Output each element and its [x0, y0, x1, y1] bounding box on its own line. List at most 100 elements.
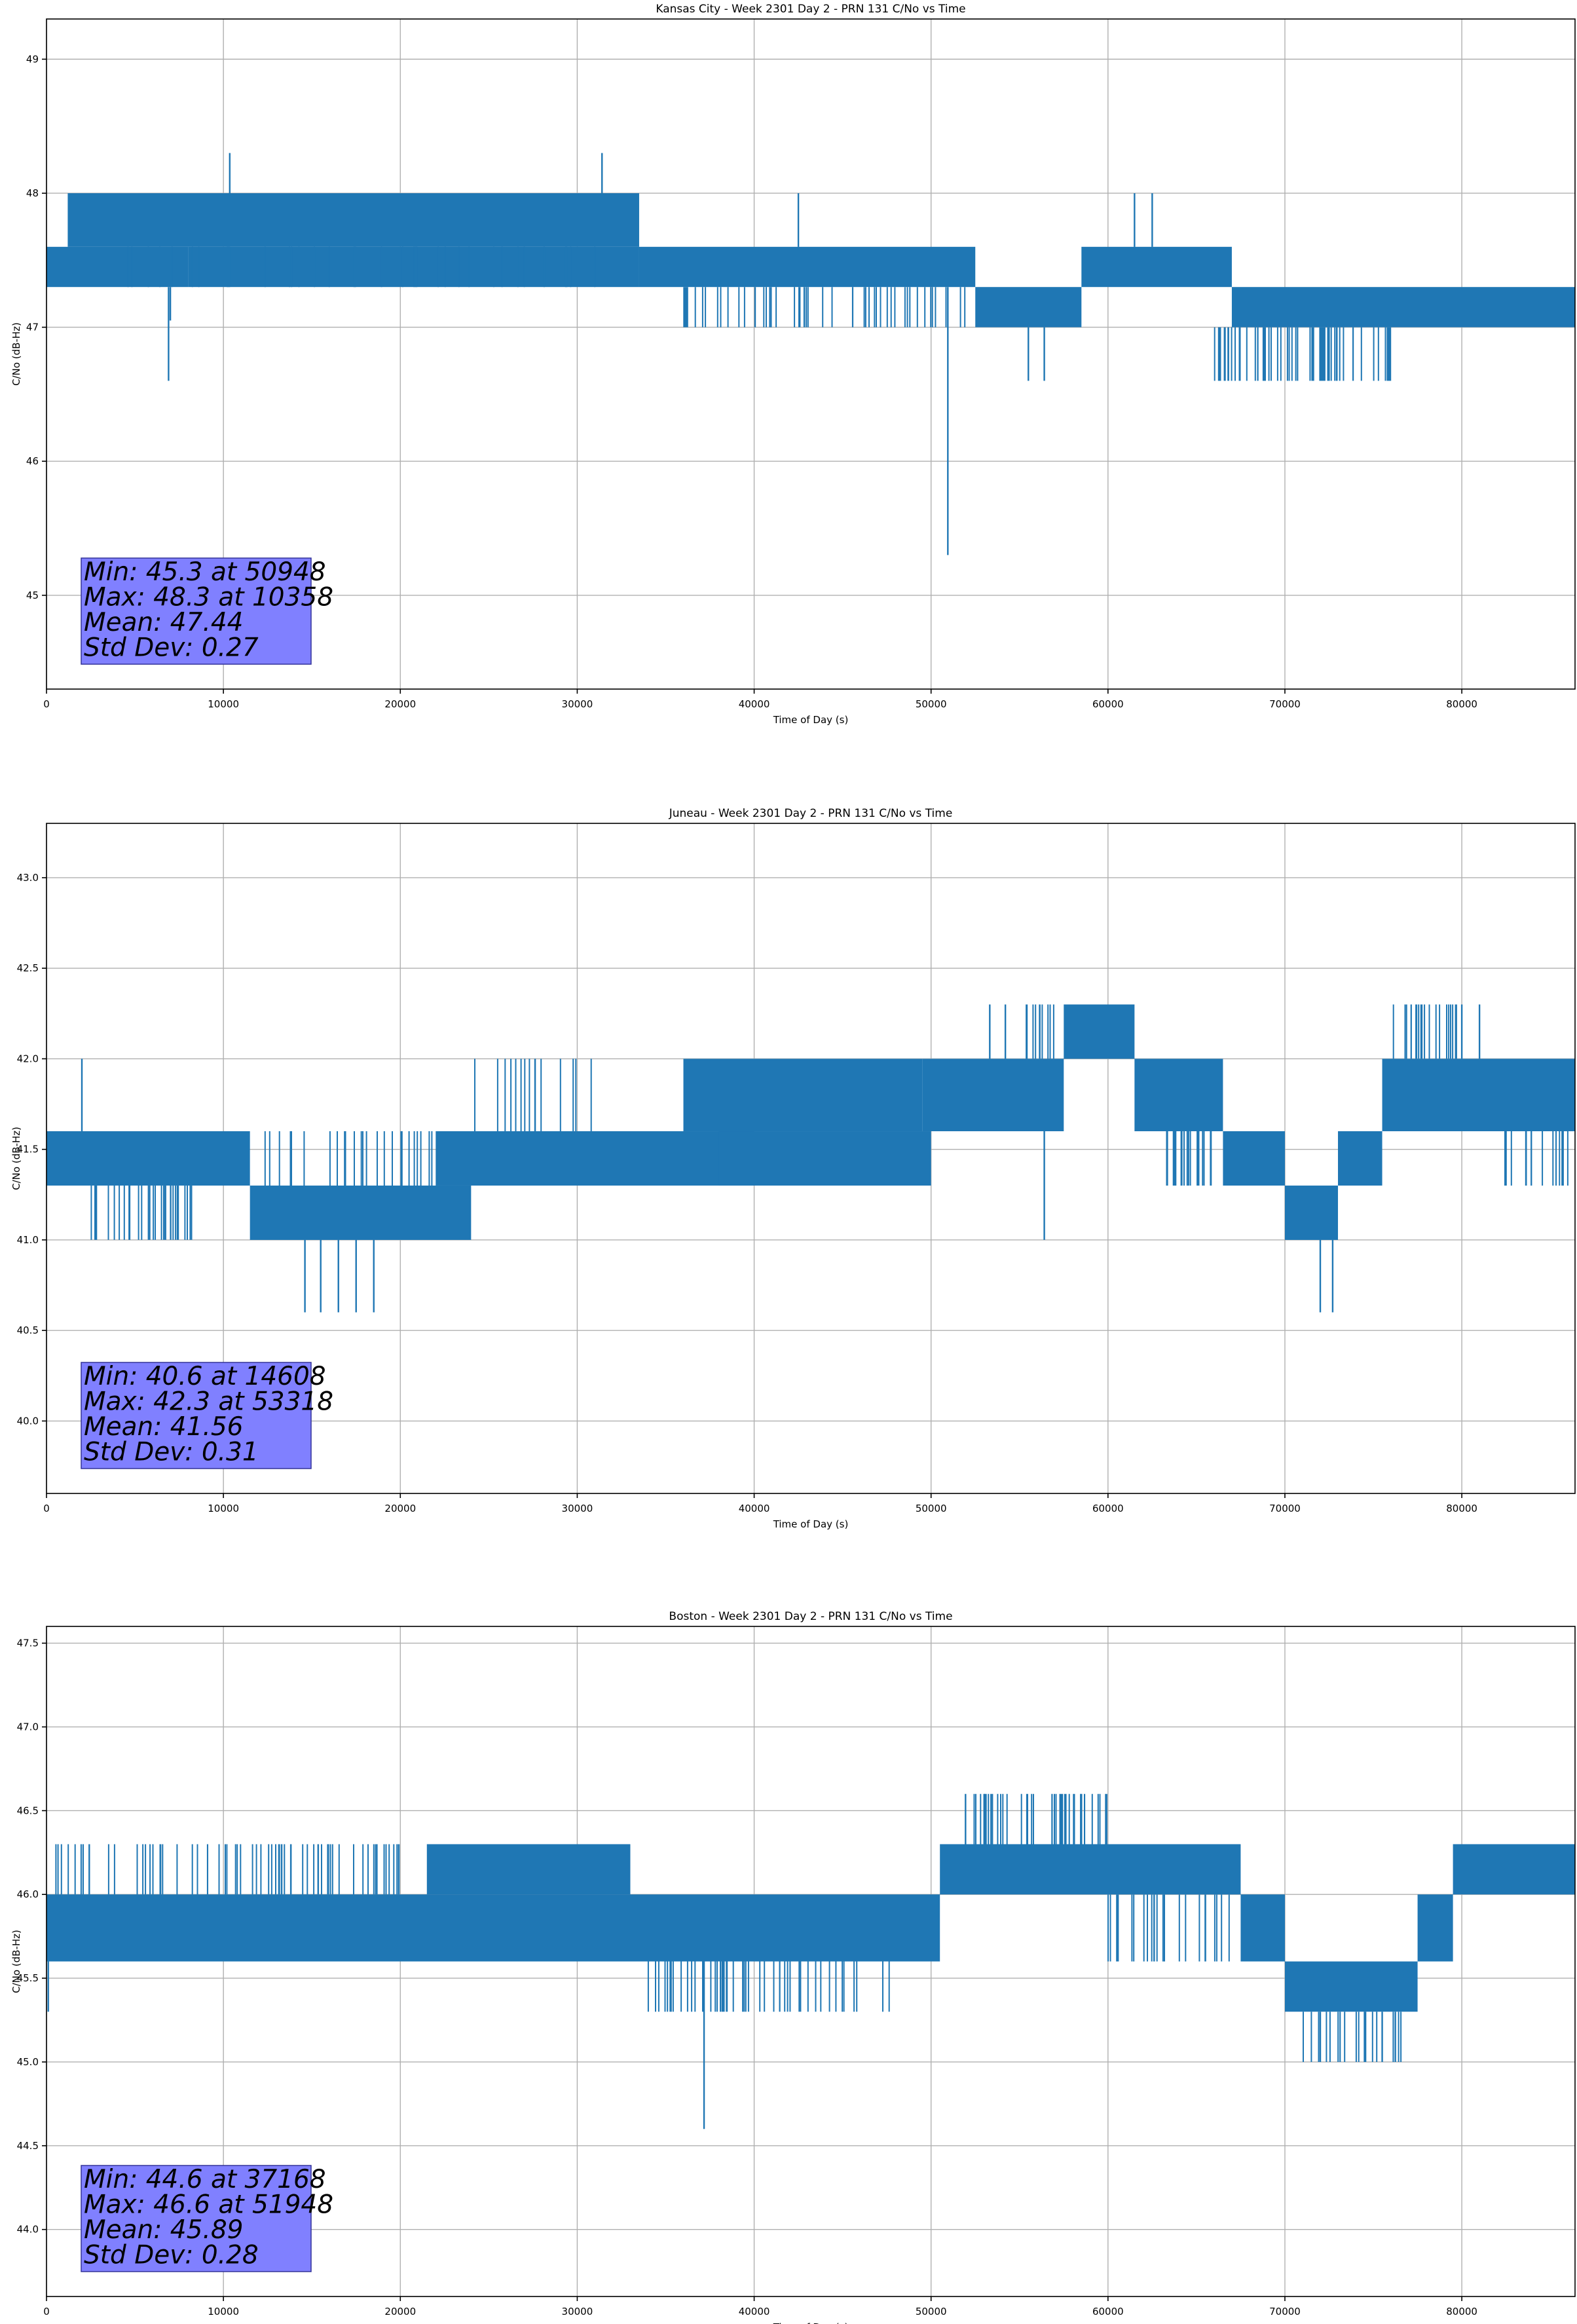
stats-box-background — [81, 1362, 312, 1469]
chart-panel-3: 0 10000 20000 30000 40000 50000 60000 70000 8000… — [10, 1610, 1576, 2324]
y-tick-label: 42.0 — [17, 1053, 39, 1064]
x-tick-label: 70000 — [1269, 1503, 1301, 1514]
signal-band — [46, 246, 189, 288]
y-tick-label: 40.0 — [17, 1415, 39, 1427]
chart-title: Juneau - Week 2301 Day 2 - PRN 131 C/No … — [669, 807, 953, 820]
x-tick-label: 40000 — [739, 2306, 770, 2317]
y-tick-label: 41.0 — [17, 1234, 39, 1246]
signal-band — [1382, 1059, 1575, 1132]
stats-line-3: Mean: 45.89 — [84, 2215, 243, 2245]
y-tick-label: 47.5 — [17, 1638, 39, 1649]
y-tick-label: 45.5 — [17, 1972, 39, 1984]
x-tick-label: 10000 — [208, 1503, 239, 1514]
x-tick-label: 80000 — [1446, 1503, 1477, 1514]
x-axis-label: Time of Day (s) — [773, 714, 849, 726]
x-tick-label: 50000 — [916, 698, 947, 710]
series-line — [46, 153, 1575, 555]
x-tick-label: 40000 — [739, 698, 770, 710]
stats-line-2: Max: 48.3 at 10358 — [84, 583, 333, 612]
chart-title: Boston - Week 2301 Day 2 - PRN 131 C/No … — [669, 1610, 952, 1623]
series-line — [46, 1004, 1575, 1313]
x-tick-label: 30000 — [562, 1503, 593, 1514]
plot-frame — [46, 1626, 1576, 2297]
x-tick-label: 20000 — [384, 1503, 416, 1514]
signal-band — [46, 1131, 250, 1186]
y-tick-label: 47.0 — [17, 1721, 39, 1733]
signal-band — [67, 193, 639, 247]
stats-line-1: Min: 44.6 at 37168 — [84, 2165, 326, 2194]
signal-band — [718, 1131, 931, 1186]
x-axis-label: Time of Day (s) — [773, 1518, 849, 1530]
x-tick-label: 40000 — [739, 1503, 770, 1514]
signal-band — [683, 1059, 923, 1132]
chart-panel-2: 0 10000 20000 30000 40000 50000 60000 70000 8000… — [10, 807, 1576, 1530]
y-tick-label: 41.5 — [17, 1144, 39, 1155]
x-tick-label: 50000 — [916, 2306, 947, 2317]
stats-line-4: Std Dev: 0.27 — [84, 633, 259, 663]
x-tick-label: 60000 — [1092, 698, 1124, 710]
signal-band — [426, 1844, 631, 1895]
x-tick-label: 80000 — [1446, 698, 1477, 710]
plot-frame — [46, 823, 1576, 1494]
y-axis-label: C/No (dB-Hz) — [10, 1127, 22, 1190]
signal-band — [250, 1185, 472, 1240]
signal-jitter — [127, 246, 1392, 381]
signal-band — [1284, 1185, 1339, 1240]
x-tick-label: 50000 — [916, 1503, 947, 1514]
y-tick-label: 48 — [26, 187, 39, 199]
signal-band — [940, 1844, 1241, 1895]
x-tick-label: 60000 — [1092, 2306, 1124, 2317]
x-tick-label: 70000 — [1269, 2306, 1301, 2317]
y-tick-label: 43.0 — [17, 872, 39, 884]
signal-band — [1223, 1131, 1285, 1186]
x-tick-label: 60000 — [1092, 1503, 1124, 1514]
y-tick-label: 47 — [26, 322, 39, 333]
x-tick-label: 20000 — [384, 2306, 416, 2317]
y-axis-label: C/No (dB-Hz) — [10, 1930, 22, 1993]
signal-band — [1240, 1894, 1285, 1962]
y-tick-label: 42.5 — [17, 962, 39, 974]
y-tick-label: 46.5 — [17, 1805, 39, 1816]
signal-jitter — [55, 1793, 1402, 2062]
y-tick-label: 45.0 — [17, 2056, 39, 2068]
signal-band — [1081, 246, 1232, 288]
x-tick-label: 0 — [43, 1503, 50, 1514]
stats-line-4: Std Dev: 0.28 — [84, 2241, 259, 2270]
x-axis-label: Time of Day (s) — [773, 2321, 849, 2324]
y-tick-label: 44.0 — [17, 2224, 39, 2236]
stats-line-1: Min: 45.3 at 50948 — [84, 557, 326, 587]
signal-band — [1417, 1894, 1453, 1962]
x-tick-label: 30000 — [562, 2306, 593, 2317]
plot-frame — [46, 18, 1576, 690]
x-tick-label: 0 — [43, 2306, 50, 2317]
stats-line-3: Mean: 47.44 — [84, 608, 243, 637]
signal-band — [975, 287, 1082, 328]
x-tick-label: 10000 — [208, 2306, 239, 2317]
y-axis-label: C/No (dB-Hz) — [10, 322, 22, 386]
x-tick-label: 30000 — [562, 698, 593, 710]
x-tick-label: 80000 — [1446, 2306, 1477, 2317]
x-tick-label: 10000 — [208, 698, 239, 710]
series-line — [46, 1793, 1575, 2129]
signal-band — [922, 1059, 1064, 1132]
stats-line-4: Std Dev: 0.31 — [84, 1438, 259, 1467]
stats-line-1: Min: 40.6 at 14608 — [84, 1362, 326, 1391]
signal-jitter — [90, 1004, 1568, 1240]
chart-panel-1: 0 10000 20000 30000 40000 50000 60000 70000 8000… — [10, 3, 1576, 726]
chart-title: Kansas City - Week 2301 Day 2 - PRN 131 … — [656, 3, 965, 16]
stats-box-background — [81, 2165, 312, 2272]
signal-band — [1231, 287, 1575, 328]
x-tick-label: 20000 — [384, 698, 416, 710]
stats-line-3: Mean: 41.56 — [84, 1412, 243, 1442]
y-tick-label: 46.0 — [17, 1888, 39, 1900]
signal-band — [1064, 1004, 1135, 1059]
y-tick-label: 46 — [26, 455, 39, 467]
x-tick-label: 70000 — [1269, 698, 1301, 710]
signal-band — [1134, 1059, 1223, 1132]
signal-band — [46, 1894, 940, 1962]
y-tick-label: 49 — [26, 53, 39, 65]
